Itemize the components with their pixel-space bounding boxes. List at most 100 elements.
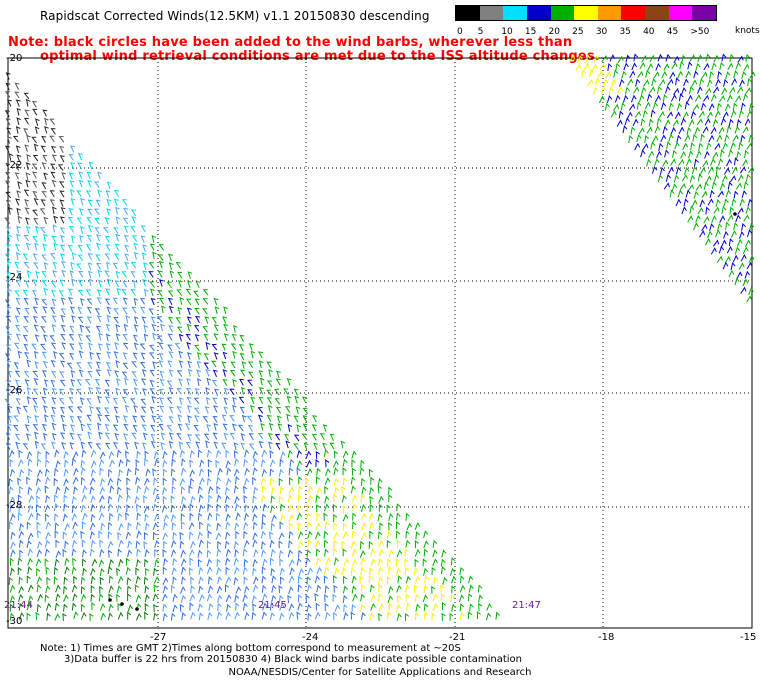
wind-barb xyxy=(152,531,157,540)
wind-barb xyxy=(23,297,29,305)
wind-barb xyxy=(329,433,335,441)
wind-barb xyxy=(95,369,101,377)
wind-barb xyxy=(271,575,277,584)
wind-barb xyxy=(644,134,650,143)
wind-barb xyxy=(9,504,15,513)
wind-barb xyxy=(118,523,124,531)
wind-barb xyxy=(247,389,253,396)
wind-barb xyxy=(27,584,34,593)
wind-barb xyxy=(377,566,384,575)
wind-barb xyxy=(225,521,231,530)
wind-barb xyxy=(116,504,122,513)
wind-barb xyxy=(396,512,401,521)
wind-barb xyxy=(132,424,138,432)
wind-barb xyxy=(62,613,67,621)
wind-barb xyxy=(739,79,745,87)
wind-barb xyxy=(395,567,402,576)
wind-barb xyxy=(332,593,337,602)
wind-barb xyxy=(342,594,348,603)
wind-barb xyxy=(6,127,12,135)
wind-barb xyxy=(199,593,205,602)
wind-barb xyxy=(706,142,712,151)
legend-swatch xyxy=(550,6,575,20)
wind-barb xyxy=(688,150,694,159)
wind-barb xyxy=(86,298,93,306)
wind-barb xyxy=(59,181,65,188)
wind-barb xyxy=(678,126,685,135)
wind-barb xyxy=(141,316,147,324)
wind-barb xyxy=(478,602,483,611)
wind-barb xyxy=(260,458,266,467)
wind-barb xyxy=(203,433,210,441)
wind-barb xyxy=(705,87,712,95)
wind-barb xyxy=(664,149,670,158)
wind-barb xyxy=(41,271,47,278)
wind-barb xyxy=(361,522,367,531)
wind-barb xyxy=(6,359,12,368)
wind-barb xyxy=(176,289,183,296)
wind-barb xyxy=(204,406,210,414)
wind-barb xyxy=(115,270,121,279)
wind-barb xyxy=(246,415,253,423)
wind-barb xyxy=(23,371,30,378)
wind-barb xyxy=(212,369,218,378)
wind-barb xyxy=(88,270,93,279)
wind-barb xyxy=(252,539,258,548)
wind-barb xyxy=(50,379,56,388)
wind-barb xyxy=(238,343,244,352)
wind-barb xyxy=(225,548,231,557)
wind-barb xyxy=(189,531,194,540)
wind-barb xyxy=(360,504,367,513)
wind-barb xyxy=(50,307,56,315)
wind-barb xyxy=(679,61,685,70)
wind-barb xyxy=(253,458,258,467)
wind-barb xyxy=(694,126,701,135)
legend-label: 0 xyxy=(457,27,463,37)
wind-barb xyxy=(303,442,309,451)
wind-barb xyxy=(116,449,122,458)
wind-barb xyxy=(131,216,137,224)
wind-barb xyxy=(649,86,656,94)
wind-barb xyxy=(747,166,755,174)
wind-barb xyxy=(36,567,41,576)
wind-barb xyxy=(89,405,94,414)
wind-barb xyxy=(267,380,273,388)
wind-barb xyxy=(618,110,624,119)
wind-barb xyxy=(168,305,174,314)
wind-barb xyxy=(167,297,173,306)
wind-barb xyxy=(122,307,128,315)
wind-barb xyxy=(19,469,25,477)
wind-barb xyxy=(107,495,113,504)
wind-barb xyxy=(54,467,59,476)
wind-barb xyxy=(316,557,322,566)
wind-barb xyxy=(665,173,671,182)
wind-barb xyxy=(324,566,330,575)
wind-barb xyxy=(109,485,115,494)
wind-barb xyxy=(17,477,22,486)
wind-barb xyxy=(288,586,294,595)
wind-barb xyxy=(622,94,629,103)
wind-barb xyxy=(50,163,56,171)
wind-barb xyxy=(315,459,320,468)
wind-barb xyxy=(162,450,168,459)
wind-barb xyxy=(212,416,218,423)
wind-barb xyxy=(234,566,240,575)
wind-barb xyxy=(42,432,48,441)
wind-barb xyxy=(45,450,50,459)
wind-barb xyxy=(370,476,375,485)
wind-barb xyxy=(279,521,284,530)
wind-barb xyxy=(194,415,200,423)
wind-barb xyxy=(16,207,21,216)
wind-barb xyxy=(177,423,183,431)
wind-barb xyxy=(740,286,747,294)
wind-barb xyxy=(72,557,77,566)
wind-barb xyxy=(742,126,749,134)
wind-barb xyxy=(333,539,338,548)
wind-barb xyxy=(288,477,294,486)
wind-barb xyxy=(51,324,57,332)
wind-barb xyxy=(423,603,429,612)
wind-barb xyxy=(104,415,110,422)
wind-barb xyxy=(123,234,129,243)
wind-barb xyxy=(63,594,69,602)
wind-barb xyxy=(70,261,75,270)
